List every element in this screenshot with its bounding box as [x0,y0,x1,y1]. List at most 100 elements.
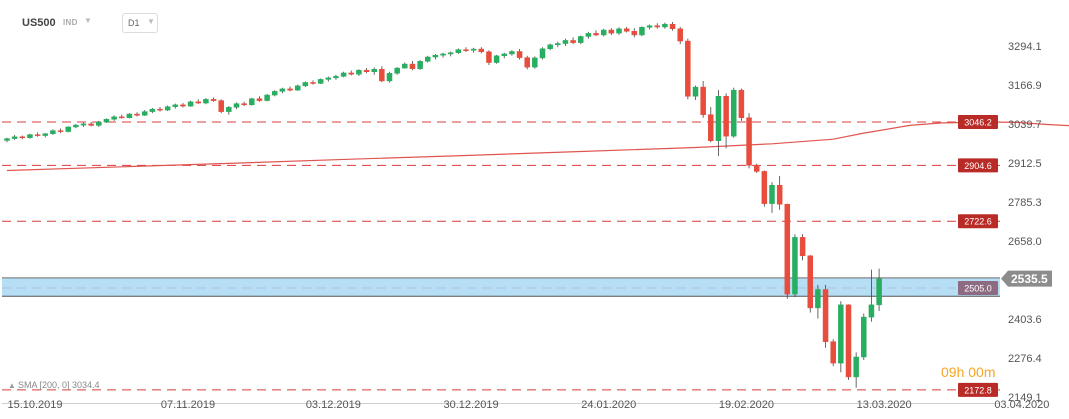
candle [379,66,385,83]
candle-body [776,184,783,205]
candle [88,122,94,127]
x-tick-label: 30.12.2019 [444,399,499,411]
candle [776,176,783,210]
candle [486,50,492,65]
candle-body [42,133,48,136]
candle-body [731,89,737,137]
candle-body [203,99,209,104]
candle [111,115,117,121]
candle-body [218,100,224,112]
candle-body [256,98,263,101]
level-label: 2722.6 [958,214,998,229]
candle-body [539,48,546,59]
candle-body [325,77,332,80]
candle-body [88,123,94,126]
level-label-text: 2505.0 [964,283,992,293]
candle-body [853,356,859,378]
candle-body [141,111,148,116]
candle-body [310,82,316,84]
level-label-text: 2172.8 [964,385,992,395]
candle [19,135,26,140]
level-label-bg [958,114,998,129]
candle-body [447,52,454,55]
candle [417,60,423,70]
timeframe-label: D1 [128,18,140,28]
candle-body [815,289,821,309]
candle-body [562,40,569,44]
candle [432,53,439,60]
candle [738,88,745,121]
candle [639,26,645,37]
candle-body [126,113,133,119]
candle-body [394,67,400,74]
y-tick-label: 2149.1 [1008,392,1042,404]
level-labels: 3046.2 2904.6 2722.6 2505.0 2172.8 2535.5 [958,114,1052,397]
candle-body [593,33,599,36]
candle [616,27,622,35]
candle [272,90,278,97]
symbol-type[interactable]: IND [63,18,78,27]
indicator-icon: ▲ [8,381,16,390]
x-tick-label: 07.11.2019 [161,399,215,411]
candle-body [723,96,729,137]
symbol-name[interactable]: US500 [22,17,56,29]
candle [149,107,156,114]
candle [141,110,148,116]
candle [50,129,56,135]
candle [792,234,798,298]
candle-body [677,28,683,42]
candle [593,30,599,37]
candle-body [386,73,393,82]
candle [876,268,882,311]
current-price-tag: 2535.5 [1001,270,1052,287]
candle [157,107,163,112]
candle [103,118,110,123]
candle [723,93,729,149]
candle-countdown: 09h 00m [941,364,996,380]
candle [654,23,660,29]
candle [753,163,760,173]
sma-line [6,121,1069,172]
candle [302,81,309,88]
candle-body [792,237,798,295]
chevron-down-icon[interactable]: ▼ [84,16,92,25]
candle [845,304,852,380]
candle [623,26,630,33]
candle-body [608,29,615,34]
current-price-text: 2535.5 [1011,272,1048,286]
candle [493,54,500,64]
candle [348,70,354,76]
y-tick-label: 2658.0 [1008,236,1042,248]
candle [27,133,33,139]
candle [524,55,530,70]
current-price-bg [1001,270,1052,287]
candle [134,112,140,117]
candle [187,100,194,107]
chevron-down-icon: ▼ [147,17,155,26]
candle-body [103,119,110,123]
y-tick-label: 2403.6 [1008,314,1042,326]
candle [463,47,469,53]
candle [822,284,829,348]
candle [700,80,706,118]
candle [340,71,347,78]
sma-legend[interactable]: ▲ SMA [200, 0] 3034.4 [8,380,100,390]
candle-body [363,69,370,72]
level-label-text: 3046.2 [964,117,992,127]
candle [799,234,806,261]
candle [180,103,186,108]
timeframe-selector[interactable]: D1 ▼ [122,13,158,33]
candle-body [463,49,469,51]
candle-body [80,123,87,126]
candle [203,98,209,105]
candle-body [654,25,660,28]
candle-body [241,103,247,106]
candle [34,132,41,137]
candle-body [685,40,691,97]
candle [325,76,332,82]
candle-body [279,88,286,92]
candle-body [868,304,875,318]
candle [210,97,217,102]
candle [868,269,875,322]
